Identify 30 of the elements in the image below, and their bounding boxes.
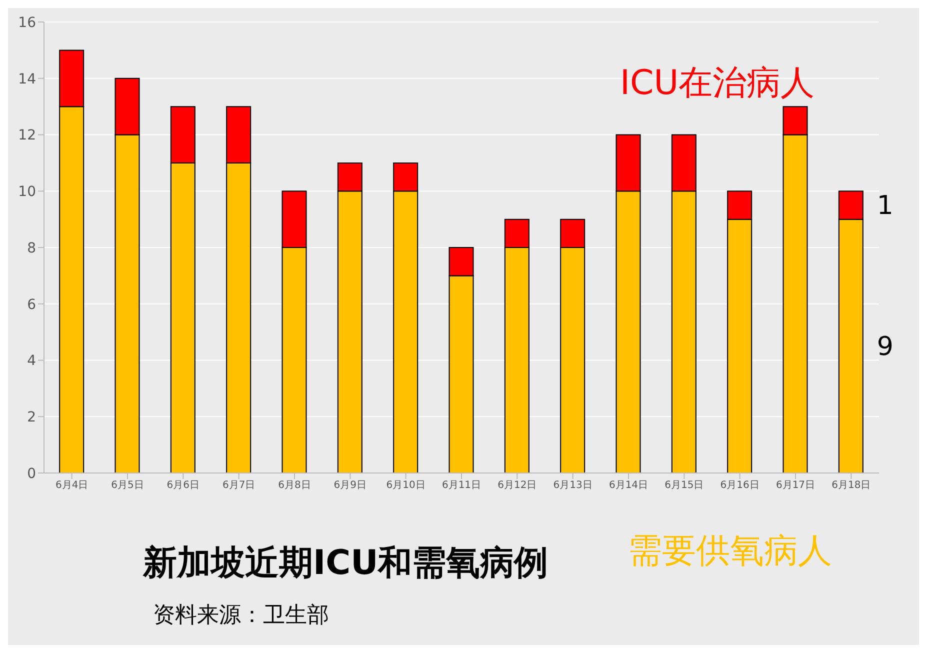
x-tick-label: 6月7日 [222, 480, 256, 492]
x-tick-label: 6月16日 [720, 480, 760, 492]
y-tick-label: 4 [27, 353, 36, 370]
series-label: 需要供氧病人 [628, 530, 832, 573]
text: 新加坡近期ICU和需氧病例 [143, 542, 548, 585]
y-tick-label: 12 [18, 128, 36, 144]
y-tick-label: 8 [27, 240, 36, 256]
x-tick-label: 6月12日 [498, 480, 537, 492]
text: 资料来源：卫生部 [153, 602, 329, 630]
y-tick-label: 2 [27, 410, 36, 426]
x-tick-label: 6月14日 [608, 480, 648, 492]
x-tick-label: 6月18日 [832, 480, 871, 492]
x-tick-label: 6月17日 [776, 480, 816, 492]
x-tick-label: 6月11日 [442, 480, 482, 492]
x-tick-label: 6月8日 [278, 480, 311, 492]
x-tick-label: 6月10日 [386, 480, 426, 492]
x-tick-label: 6月6日 [166, 480, 200, 492]
x-tick-label: 6月9日 [334, 480, 367, 492]
data-label: 1 [876, 191, 894, 222]
y-tick-label: 16 [18, 14, 36, 31]
y-tick-label: 0 [27, 466, 36, 482]
x-tick-label: 6月5日 [111, 480, 144, 492]
x-tick-label: 6月4日 [55, 480, 88, 492]
y-tick-label: 6 [27, 296, 36, 313]
x-tick-label: 6月15日 [664, 480, 704, 492]
y-tick-label: 10 [18, 184, 36, 200]
y-tick-label: 14 [18, 71, 36, 88]
series-label: ICU在治病人 [620, 62, 815, 105]
data-label: 9 [876, 332, 894, 362]
x-tick-label: 6月13日 [553, 480, 592, 492]
